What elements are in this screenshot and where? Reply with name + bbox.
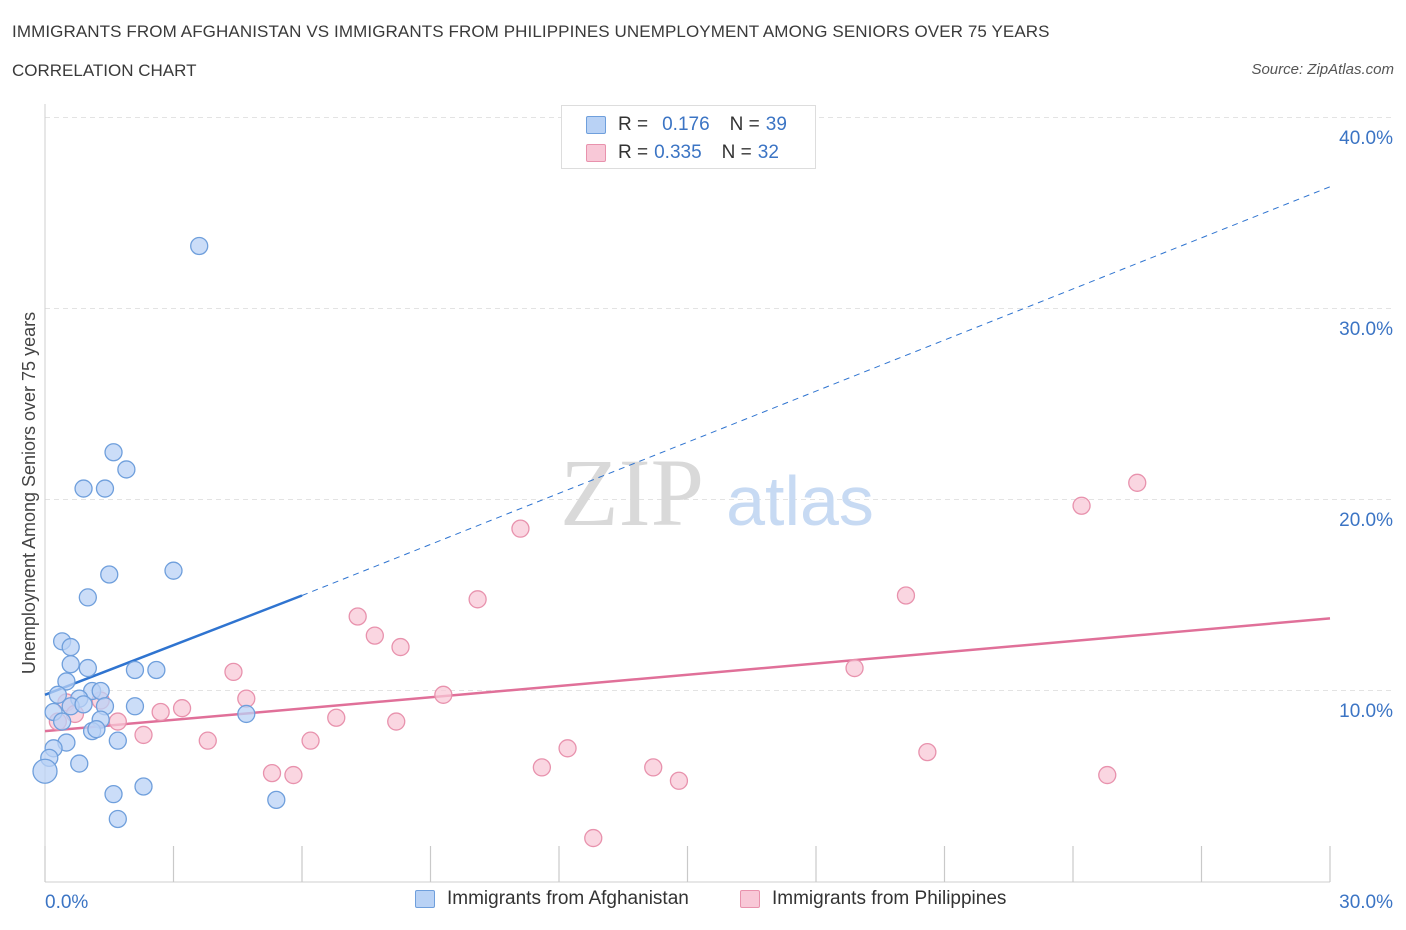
series-legend-afghanistan: Immigrants from Afghanistan: [415, 888, 689, 910]
afghanistan-point: [267, 790, 286, 810]
afghanistan-point: [147, 660, 166, 680]
watermark-atlas: atlas: [726, 462, 874, 540]
afghanistan-point: [57, 672, 76, 691]
x-tick-label: 30.0%: [1339, 892, 1393, 913]
philippines-point: [224, 662, 243, 682]
philippines-point: [532, 758, 552, 777]
series-legend-philippines: Immigrants from Philippines: [740, 888, 1006, 910]
philippines-point: [391, 637, 410, 657]
afghanistan-point: [237, 704, 256, 724]
legend-n-value: 39: [765, 114, 787, 135]
philippines-point: [918, 742, 937, 762]
philippines-point: [327, 708, 346, 727]
philippines-point: [434, 685, 453, 704]
philippines-point: [644, 758, 663, 777]
afghanistan-point: [61, 637, 80, 657]
philippines-point: [558, 739, 577, 758]
afghanistan-point: [32, 758, 58, 784]
afghanistan-point: [78, 588, 97, 607]
legend-n-value: 32: [757, 142, 779, 163]
philippines-point: [1098, 765, 1117, 785]
afghanistan-trend-line: [44, 594, 303, 696]
watermark-zip: ZIP: [560, 439, 704, 546]
philippines-point: [348, 607, 367, 626]
afghanistan-point: [70, 754, 89, 773]
philippines-point: [134, 725, 153, 745]
afghanistan-swatch: [415, 890, 435, 908]
philippines-point: [108, 712, 127, 731]
legend-r-label: R =: [618, 142, 649, 163]
legend-r-value: 0.335: [654, 142, 702, 163]
legend-r-value: 0.176: [662, 114, 710, 135]
afghanistan-point: [87, 720, 106, 739]
afghanistan-point: [48, 685, 67, 704]
philippines-swatch: [586, 144, 606, 162]
philippines-point: [262, 763, 282, 783]
philippines-point: [365, 626, 384, 645]
afghanistan-point: [108, 731, 127, 750]
philippines-point: [172, 699, 192, 718]
philippines-trend-line: [44, 617, 1331, 733]
y-tick-label: 10.0%: [1339, 701, 1393, 722]
legend-n-label: N =: [729, 114, 760, 135]
legend-n-label: N =: [721, 142, 752, 163]
afghanistan-point: [74, 479, 93, 498]
data-points: [32, 236, 1147, 848]
philippines-point: [468, 590, 487, 609]
afghanistan-point: [134, 777, 153, 796]
philippines-point: [511, 519, 530, 538]
philippines-point: [237, 689, 256, 708]
y-axis-title: Unemployment Among Seniors over 75 years: [19, 312, 39, 674]
y-tick-label: 40.0%: [1339, 128, 1393, 149]
afghanistan-point: [95, 479, 115, 498]
afghanistan-point: [61, 655, 80, 674]
legend-r-label: R =: [618, 114, 649, 135]
x-tick-label: 0.0%: [45, 892, 88, 913]
philippines-point: [284, 765, 303, 785]
afghanistan-point: [125, 660, 145, 680]
philippines-point: [151, 702, 170, 722]
series-name: Immigrants from Afghanistan: [447, 888, 689, 909]
correlation-legend: R = 0.176 N = 39 R = 0.335 N = 32: [561, 105, 816, 169]
legend-row-afghanistan: R = 0.176 N = 39: [586, 113, 787, 137]
philippines-point: [845, 658, 864, 678]
afghanistan-point: [74, 695, 93, 714]
grid-layer: [45, 117, 1395, 691]
watermark: ZIP atlas: [560, 439, 874, 546]
legend-row-philippines: R = 0.335 N = 32: [586, 141, 779, 165]
afghanistan-point: [100, 565, 119, 584]
philippines-point: [198, 731, 217, 750]
afghanistan-swatch: [586, 116, 606, 134]
afghanistan-point: [91, 681, 110, 701]
afghanistan-point: [117, 460, 136, 479]
philippines-swatch: [740, 890, 760, 908]
series-name: Immigrants from Philippines: [772, 888, 1007, 909]
afghanistan-point: [190, 236, 209, 256]
afghanistan-trend-extension: [301, 186, 1331, 596]
axis-labels: 10.0% 20.0% 30.0% 40.0% 0.0% 30.0% Unemploymen…: [19, 128, 1393, 913]
chart-subtitle: CORRELATION CHART: [12, 61, 197, 80]
philippines-point: [896, 586, 916, 605]
afghanistan-point: [164, 561, 183, 580]
afghanistan-point: [108, 809, 127, 829]
philippines-point: [387, 712, 406, 731]
philippines-point: [669, 771, 689, 790]
chart-title: IMMIGRANTS FROM AFGHANISTAN VS IMMIGRANT…: [12, 22, 1050, 41]
philippines-point: [1128, 473, 1147, 492]
source-credit: Source: ZipAtlas.com: [1251, 61, 1394, 78]
philippines-point: [301, 731, 320, 750]
afghanistan-point: [78, 658, 97, 678]
y-tick-label: 20.0%: [1339, 510, 1393, 531]
philippines-point: [584, 828, 603, 848]
afghanistan-point: [104, 443, 123, 462]
trend-lines: [44, 186, 1331, 733]
afghanistan-point: [52, 712, 72, 731]
philippines-point: [1072, 496, 1091, 515]
afghanistan-point: [104, 784, 123, 804]
afghanistan-point: [125, 697, 145, 716]
y-tick-label: 30.0%: [1339, 319, 1393, 340]
